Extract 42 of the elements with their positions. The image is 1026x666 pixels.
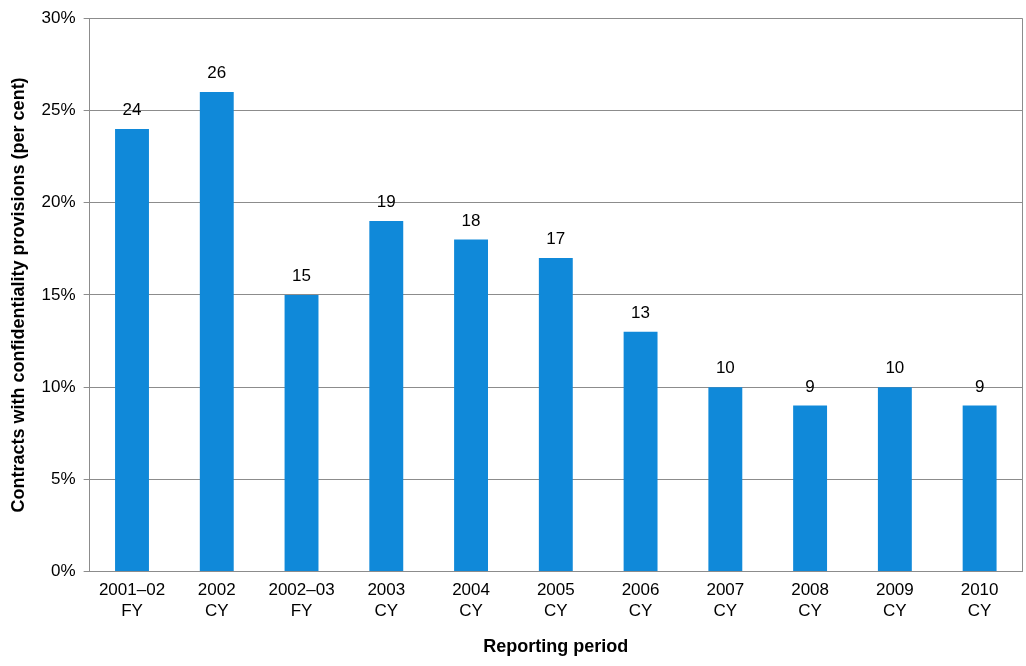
data-label: 17 (546, 229, 566, 249)
x-tick-label: 2002 CY (197, 580, 236, 620)
data-label: 9 (805, 376, 815, 396)
data-label: 9 (974, 376, 985, 396)
bar (369, 221, 404, 572)
bar (793, 405, 828, 572)
bar (115, 128, 149, 572)
x-tick-label: 2005 CY (536, 580, 575, 620)
y-tick-label: 15% (41, 284, 76, 304)
bar (962, 405, 997, 572)
x-tick-label: 2007 CY (706, 580, 745, 620)
y-axis-title: Contracts with confidentiality provisions (per cent) (7, 77, 28, 513)
y-tick-label: 25% (41, 100, 76, 120)
y-tick-label: 20% (41, 192, 76, 212)
y-tick-label: 0% (51, 561, 76, 581)
x-tick-label: 2006 CY (621, 580, 660, 620)
data-label: 10 (715, 358, 735, 378)
data-label: 19 (376, 192, 396, 212)
x-tick-label: 2009 CY (875, 580, 914, 620)
x-tick-label: 2003 CY (367, 580, 406, 620)
data-label: 24 (122, 100, 142, 120)
x-tick-label: 2008 CY (791, 580, 830, 620)
x-tick-label: 2010 CY (960, 580, 999, 620)
bar (877, 387, 912, 572)
x-tick-label: 2002–03 FY (268, 580, 335, 620)
bar (199, 91, 234, 572)
bar (454, 239, 488, 572)
bar (538, 258, 573, 572)
x-tick-label: 2001–02 FY (98, 580, 166, 620)
y-tick-label: 5% (51, 469, 76, 489)
x-tick-label: 2004 CY (452, 580, 490, 620)
data-label: 10 (885, 358, 905, 378)
data-label: 18 (461, 210, 481, 230)
bar (708, 387, 743, 572)
x-axis-title: Reporting period (483, 636, 629, 657)
data-label: 26 (207, 63, 227, 83)
y-tick-label: 10% (41, 376, 76, 396)
bar (284, 294, 319, 572)
y-tick-label: 30% (41, 7, 76, 27)
data-label: 15 (292, 266, 311, 286)
data-label: 13 (631, 302, 651, 322)
bar (623, 331, 658, 572)
